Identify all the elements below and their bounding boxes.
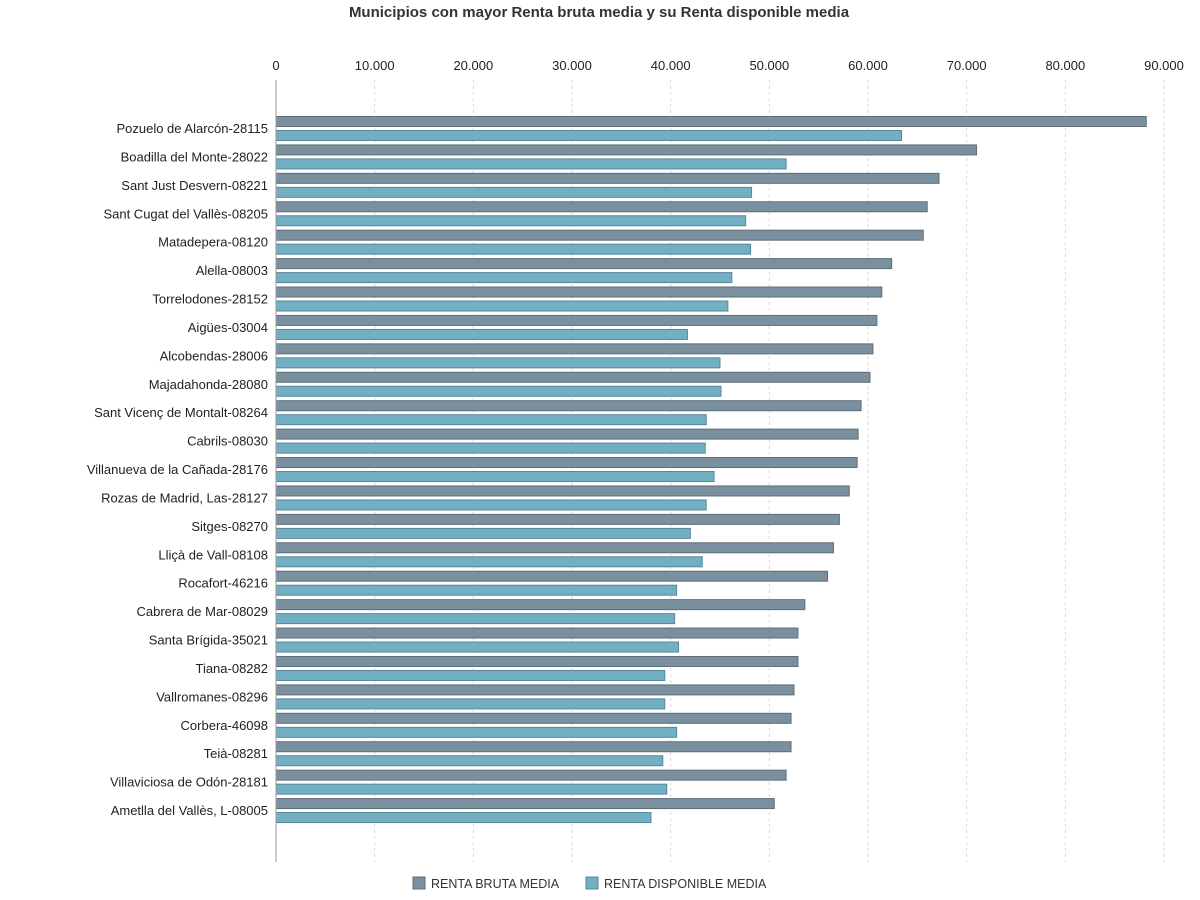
x-tick-label: 0 <box>272 58 279 73</box>
bar-renta-bruta <box>275 741 792 753</box>
x-axis-ticks: 0 10.000 20.000 30.000 40.000 50.000 60.000 70.… <box>272 58 1184 73</box>
bar-renta-bruta <box>275 599 806 611</box>
bar-renta-disponible <box>275 328 688 340</box>
category-labels: Pozuelo de Alarcón-28115 Boadilla del Mon… <box>87 121 268 818</box>
bar-renta-disponible <box>275 414 707 426</box>
legend-swatch-disponible <box>585 876 599 890</box>
bar-renta-bruta <box>275 542 834 554</box>
category-label: Cabrils-08030 <box>187 434 268 449</box>
category-label: Cabrera de Mar-08029 <box>136 604 268 619</box>
x-tick-label: 90.000 <box>1144 58 1184 73</box>
x-tick-label: 30.000 <box>552 58 592 73</box>
bar-renta-disponible <box>275 186 753 198</box>
legend-label-disponible: RENTA DISPONIBLE MEDIA <box>604 877 767 891</box>
bar-renta-bruta <box>275 371 871 383</box>
category-label: Torrelodones-28152 <box>152 292 268 307</box>
bar-renta-disponible <box>275 527 691 539</box>
category-label: Ametlla del Vallès, L-08005 <box>111 803 268 818</box>
bar-renta-disponible <box>275 442 706 454</box>
bar-renta-disponible <box>275 243 752 255</box>
category-label: Matadepera-08120 <box>158 235 268 250</box>
legend-swatch-bruta <box>412 876 426 890</box>
bar-renta-bruta <box>275 314 878 326</box>
category-label: Villaviciosa de Odón-28181 <box>110 775 268 790</box>
bar-renta-bruta <box>275 712 792 724</box>
bar-renta-bruta <box>275 400 862 412</box>
bar-renta-disponible <box>275 783 668 795</box>
bar-renta-bruta <box>275 485 850 497</box>
bar-renta-disponible <box>275 357 721 369</box>
category-label: Lliçà de Vall-08108 <box>158 547 268 562</box>
bar-renta-bruta <box>275 258 893 270</box>
bar-renta-disponible <box>275 471 715 483</box>
category-label: Tiana-08282 <box>195 661 268 676</box>
x-tick-label: 80.000 <box>1045 58 1085 73</box>
bar-renta-disponible <box>275 669 666 681</box>
bar-renta-bruta <box>275 457 858 469</box>
bar-renta-bruta <box>275 201 928 213</box>
bar-renta-bruta <box>275 627 799 639</box>
category-label: Vallromanes-08296 <box>156 689 268 704</box>
bar-renta-bruta <box>275 116 1147 127</box>
x-tick-label: 40.000 <box>651 58 691 73</box>
bar-renta-disponible <box>275 698 666 710</box>
bar-renta-bruta <box>275 655 799 667</box>
bars <box>275 116 1147 824</box>
bar-renta-bruta <box>275 769 787 781</box>
x-tick-label: 60.000 <box>848 58 888 73</box>
category-label: Rocafort-46216 <box>178 576 268 591</box>
bar-renta-bruta <box>275 343 874 355</box>
bar-renta-bruta <box>275 229 924 241</box>
bar-renta-disponible <box>275 300 729 312</box>
category-label: Rozas de Madrid, Las-28127 <box>101 490 268 505</box>
bar-renta-disponible <box>275 641 680 653</box>
category-label: Alella-08003 <box>196 263 268 278</box>
category-label: Teià-08281 <box>204 746 268 761</box>
bar-renta-bruta <box>275 798 775 810</box>
category-label: Pozuelo de Alarcón-28115 <box>116 121 268 136</box>
bar-renta-disponible <box>275 726 678 738</box>
bar-renta-bruta <box>275 513 840 525</box>
bar-renta-disponible <box>275 215 747 227</box>
category-label: Sitges-08270 <box>191 519 268 534</box>
grid <box>374 80 1165 862</box>
bar-renta-disponible <box>275 584 678 596</box>
bar-renta-disponible <box>275 613 676 625</box>
bar-renta-disponible <box>275 556 703 568</box>
category-label: Villanueva de la Cañada-28176 <box>87 462 268 477</box>
category-label: Majadahonda-28080 <box>149 377 268 392</box>
category-label: Sant Just Desvern-08221 <box>121 178 268 193</box>
category-label: Aigües-03004 <box>188 320 268 335</box>
bar-renta-disponible <box>275 385 722 397</box>
bar-renta-disponible <box>275 812 652 824</box>
bar-renta-bruta <box>275 286 883 298</box>
category-label: Sant Vicenç de Montalt-08264 <box>94 405 268 420</box>
bar-renta-disponible <box>275 272 733 284</box>
x-tick-label: 70.000 <box>947 58 987 73</box>
chart-title: Municipios con mayor Renta bruta media y… <box>349 4 850 21</box>
x-tick-label: 50.000 <box>749 58 789 73</box>
bar-renta-bruta <box>275 684 795 696</box>
bar-renta-disponible <box>275 158 787 170</box>
legend-label-bruta: RENTA BRUTA MEDIA <box>431 877 560 891</box>
category-label: Boadilla del Monte-28022 <box>121 149 268 164</box>
x-tick-label: 20.000 <box>453 58 493 73</box>
bar-renta-bruta <box>275 428 859 440</box>
category-label: Sant Cugat del Vallès-08205 <box>103 206 268 221</box>
category-label: Alcobendas-28006 <box>160 348 268 363</box>
x-tick-label: 10.000 <box>355 58 395 73</box>
bar-renta-bruta <box>275 144 978 156</box>
bar-renta-disponible <box>275 499 707 511</box>
bar-renta-disponible <box>275 130 903 141</box>
bar-renta-bruta <box>275 570 829 582</box>
bar-renta-bruta <box>275 172 940 184</box>
bar-renta-disponible <box>275 755 664 767</box>
category-label: Santa Brígida-35021 <box>149 633 268 648</box>
category-label: Corbera-46098 <box>181 718 268 733</box>
legend: RENTA BRUTA MEDIA RENTA DISPONIBLE MEDIA <box>412 876 767 891</box>
